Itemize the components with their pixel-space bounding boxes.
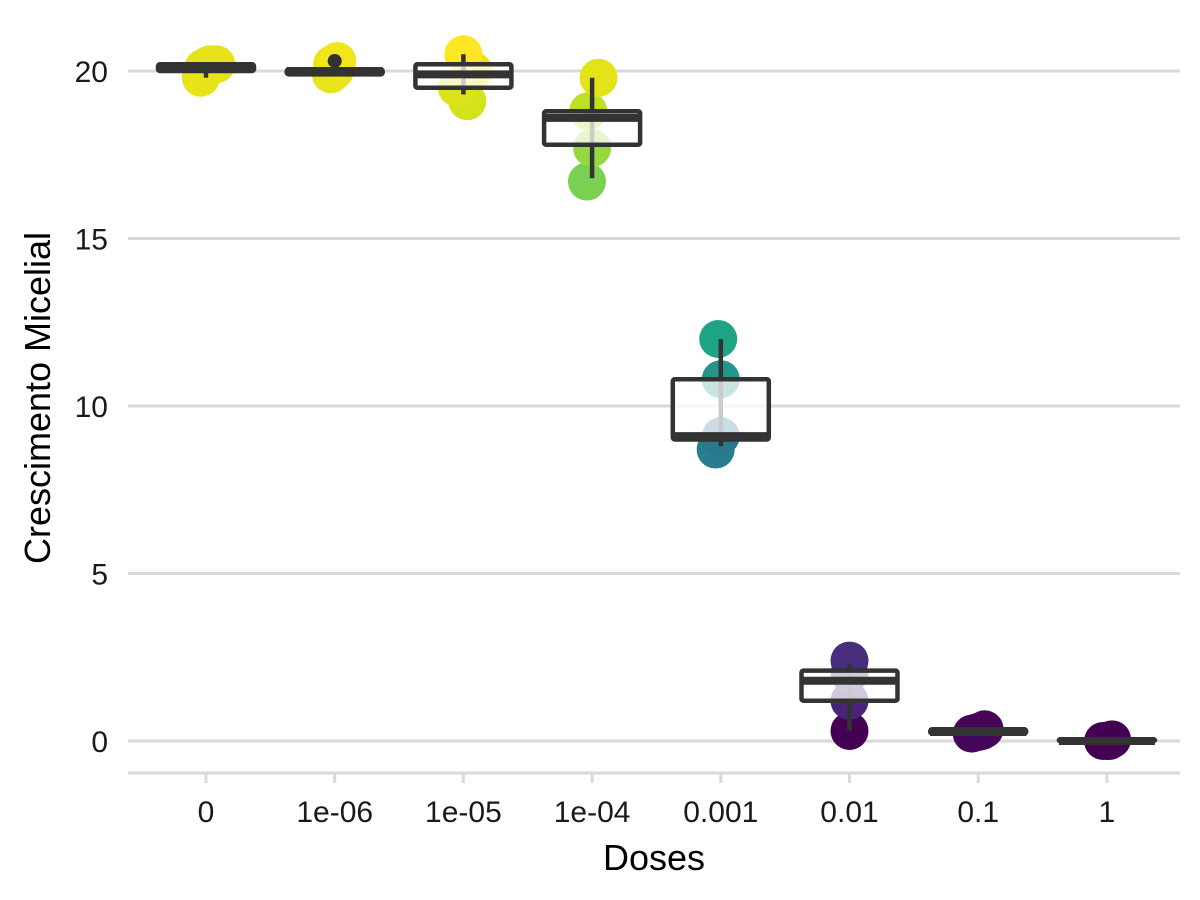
y-tick-label: 5 <box>91 559 108 592</box>
box <box>670 376 772 442</box>
x-tick-label: 1 <box>1099 796 1116 829</box>
boxplot-1e-06 <box>284 53 385 77</box>
data-point <box>579 58 618 97</box>
data-points <box>181 35 1132 760</box>
x-axis-ticks: 0 1e-06 1e-05 1e-04 0.001 0.01 0.1 1 <box>198 773 1116 829</box>
y-tick-label: 10 <box>75 391 108 424</box>
x-tick-label: 0.001 <box>683 796 758 829</box>
y-tick-label: 0 <box>91 726 108 759</box>
y-tick-label: 15 <box>75 224 108 257</box>
x-axis-title: Doses <box>603 837 705 878</box>
boxplot-0.1 <box>927 727 1029 736</box>
y-axis-title: Crescimento Micelial <box>17 232 58 564</box>
boxplot-1e-05 <box>413 54 514 95</box>
outlier-point <box>327 53 342 68</box>
boxplots <box>155 53 1158 745</box>
x-tick-label: 1e-06 <box>296 796 373 829</box>
boxplot-1e-04 <box>541 77 643 179</box>
boxplot-0.01 <box>799 663 900 731</box>
y-tick-label: 20 <box>75 56 108 89</box>
x-tick-label: 0 <box>198 796 215 829</box>
gridlines <box>128 69 1180 743</box>
data-point <box>699 320 738 358</box>
boxplot-0.001 <box>670 339 772 447</box>
y-axis-ticks: 0 5 10 15 20 <box>75 56 108 759</box>
x-tick-label: 0.1 <box>957 796 999 829</box>
boxplot-0 <box>155 62 257 78</box>
x-tick-label: 0.01 <box>820 796 878 829</box>
x-tick-label: 1e-05 <box>425 796 502 829</box>
box <box>799 668 900 704</box>
data-point <box>567 162 606 201</box>
boxplot-1 <box>1056 737 1158 745</box>
x-tick-label: 1e-04 <box>554 796 631 829</box>
